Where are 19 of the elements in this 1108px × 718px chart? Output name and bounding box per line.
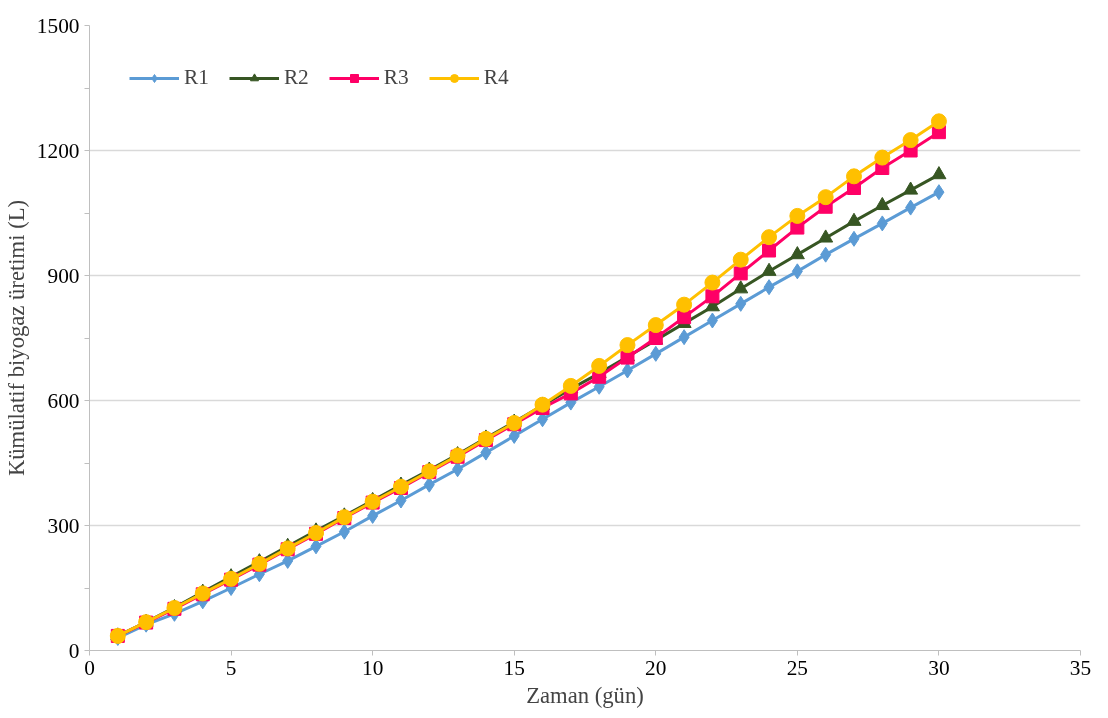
y-tick-label: 300 bbox=[47, 513, 80, 538]
legend-label: R2 bbox=[283, 65, 309, 90]
x-axis-title: Zaman (gün) bbox=[526, 682, 644, 708]
x-tick-label: 20 bbox=[645, 655, 667, 680]
x-tick-label: 5 bbox=[225, 655, 237, 680]
legend-label: R4 bbox=[483, 65, 509, 90]
x-tick-label: 25 bbox=[786, 655, 809, 680]
y-tick-label: 900 bbox=[47, 263, 80, 288]
x-tick-label: 15 bbox=[503, 655, 525, 680]
x-tick-label: 35 bbox=[1069, 655, 1092, 680]
x-tick-label: 10 bbox=[361, 655, 384, 680]
y-tick-label: 600 bbox=[47, 388, 80, 413]
y-tick-label: 0 bbox=[68, 638, 80, 663]
y-axis-title: Kümülatif biyogaz üretimi (L) bbox=[3, 199, 29, 477]
legend-label: R3 bbox=[383, 65, 409, 90]
y-tick-label: 1500 bbox=[36, 13, 80, 38]
x-tick-label: 30 bbox=[928, 655, 950, 680]
y-tick-label: 1200 bbox=[36, 138, 80, 163]
legend-label: R1 bbox=[184, 65, 209, 90]
